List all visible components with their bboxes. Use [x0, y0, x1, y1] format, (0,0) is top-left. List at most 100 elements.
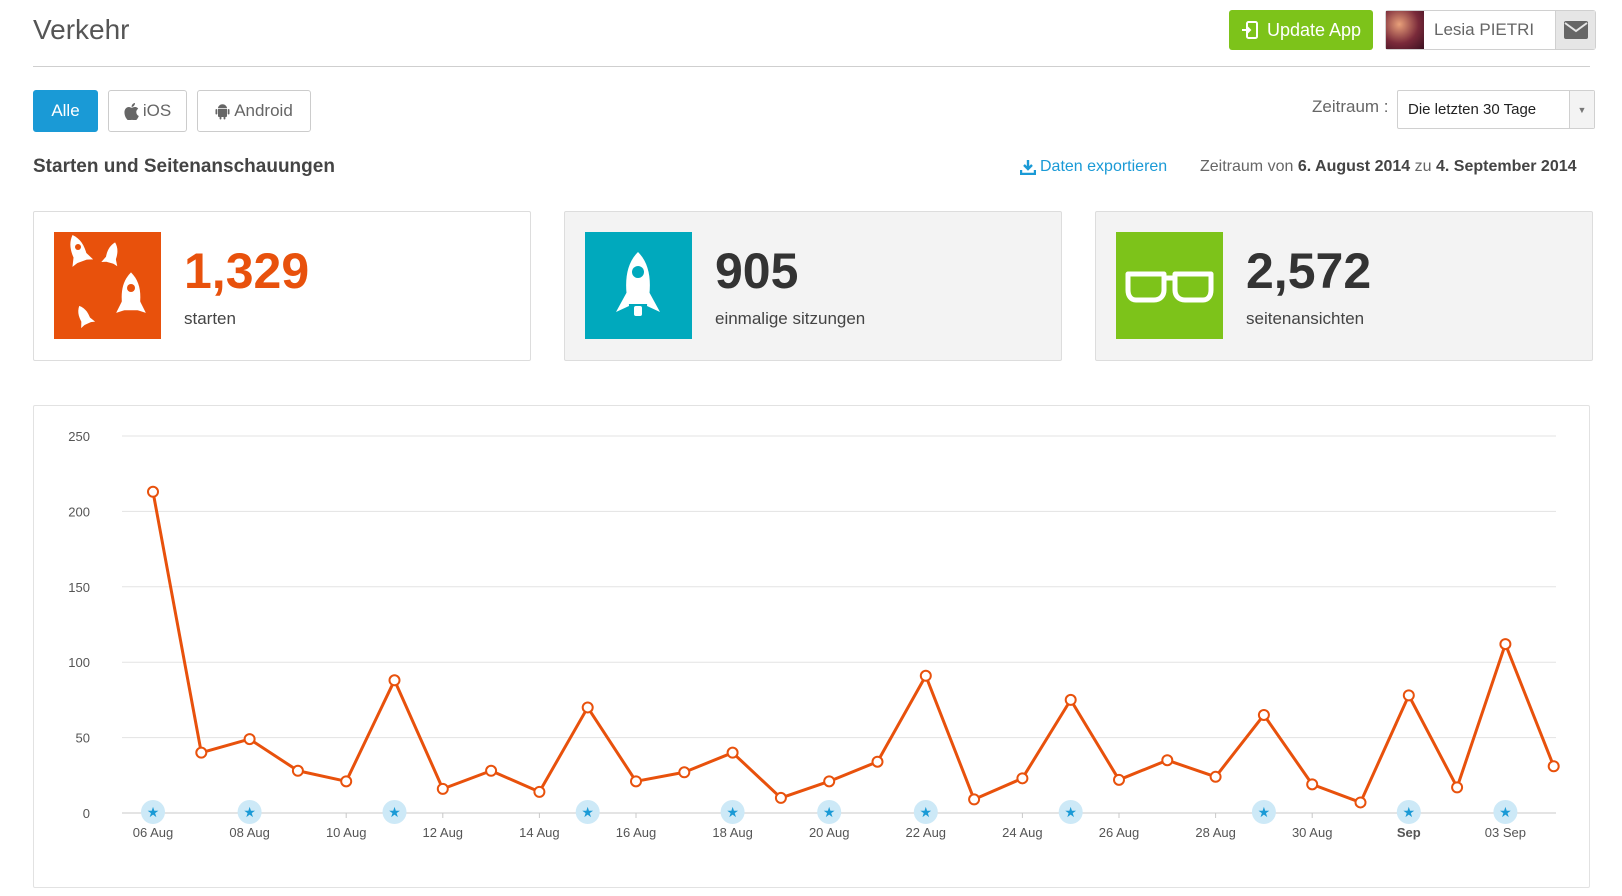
- x-tick-label: 08 Aug: [229, 825, 270, 840]
- data-point: [1499, 638, 1512, 651]
- y-tick-label: 250: [68, 429, 90, 444]
- x-tick-label: 20 Aug: [809, 825, 850, 840]
- apple-icon: [124, 102, 139, 120]
- data-point: [340, 775, 353, 788]
- device-sync-icon: [1241, 21, 1258, 39]
- stat-card-pageviews: 2,572 seitenansichten: [1095, 211, 1593, 361]
- stat-label-starts: starten: [184, 309, 236, 328]
- platform-tabs: Alle iOS Android: [33, 90, 311, 132]
- android-icon: [215, 103, 230, 119]
- star-icon: ★: [388, 805, 401, 821]
- x-tick-label: 06 Aug: [133, 825, 174, 840]
- event-marker: [817, 800, 842, 824]
- messages-button[interactable]: [1555, 11, 1595, 49]
- data-point: [436, 782, 449, 795]
- x-tick-label: 28 Aug: [1195, 825, 1236, 840]
- line-chart: 0 50 100 150 200 250 06 Aug 08 Aug 10 Aug 12 Aug 1…: [33, 405, 1590, 888]
- tab-ios[interactable]: iOS: [108, 90, 187, 132]
- tab-alle[interactable]: Alle: [33, 90, 98, 132]
- event-marker: [1396, 800, 1421, 824]
- export-data-label: Daten exportieren: [1040, 158, 1168, 175]
- x-tick-label: 30 Aug: [1292, 825, 1333, 840]
- event-marker: [720, 800, 745, 824]
- period-select-value: Die letzten 30 Tage: [1408, 101, 1537, 118]
- stat-label-sessions: einmalige sitzungen: [715, 309, 866, 328]
- export-data-link[interactable]: Daten exportieren: [1020, 158, 1167, 176]
- star-icon: ★: [1258, 805, 1271, 821]
- y-tick-label: 150: [68, 580, 90, 595]
- star-icon: ★: [243, 805, 256, 821]
- update-app-button[interactable]: Update App: [1229, 10, 1373, 50]
- event-marker: [1493, 800, 1518, 824]
- download-icon: [1020, 160, 1036, 175]
- data-point: [678, 766, 691, 779]
- stat-card-starts: 1,329 starten: [33, 211, 531, 361]
- x-tick-label: 03 Sep: [1485, 825, 1526, 840]
- data-point: [1354, 796, 1367, 809]
- page-title: Verkehr: [33, 14, 130, 45]
- period-range-text: Zeitraum von 6. August 2014 zu 4. Septem…: [1200, 158, 1577, 176]
- x-tick-label: 22 Aug: [906, 825, 947, 840]
- tab-android[interactable]: Android: [197, 90, 311, 132]
- chevron-down-icon: ▼: [1569, 91, 1594, 128]
- stat-value-starts: 1,329: [184, 243, 310, 299]
- section-title: Starten und Seitenanschauungen: [33, 156, 335, 177]
- period-end: 4. September 2014: [1435, 158, 1577, 175]
- data-point: [1402, 689, 1415, 702]
- header-divider: [33, 66, 1590, 67]
- x-tick-label: 14 Aug: [519, 825, 560, 840]
- y-tick-label: 50: [76, 731, 90, 746]
- rocket-icon: [585, 232, 692, 339]
- tab-ios-label: iOS: [142, 101, 172, 120]
- tab-android-label: Android: [234, 101, 293, 120]
- star-icon: ★: [147, 805, 160, 821]
- data-point: [1451, 781, 1464, 794]
- data-point: [630, 775, 642, 788]
- event-marker: [382, 800, 407, 824]
- star-icon: ★: [1064, 805, 1077, 821]
- event-marker: [575, 800, 600, 824]
- data-point: [1209, 770, 1222, 783]
- data-point: [388, 674, 401, 687]
- stat-card-sessions: 905 einmalige sitzungen: [564, 211, 1062, 361]
- star-icon: ★: [920, 805, 933, 821]
- data-point: [195, 746, 208, 759]
- star-icon: ★: [1499, 805, 1512, 821]
- data-point: [1161, 754, 1174, 767]
- y-tick-label: 200: [68, 504, 90, 519]
- star-icon: ★: [1403, 805, 1416, 821]
- tab-alle-label: Alle: [51, 101, 80, 120]
- x-tick-label: 18 Aug: [712, 825, 753, 840]
- y-tick-label: 100: [68, 655, 90, 670]
- data-point: [774, 791, 787, 804]
- event-marker: [913, 800, 938, 824]
- period-prefix: Zeitraum von: [1200, 158, 1294, 175]
- star-icon: ★: [581, 805, 594, 821]
- event-marker: [1058, 800, 1083, 824]
- chart-svg: 0 50 100 150 200 250 06 Aug 08 Aug 10 Aug 12 Aug 1…: [68, 429, 1560, 840]
- stat-label-pageviews: seitenansichten: [1246, 309, 1365, 328]
- data-point: [823, 775, 836, 788]
- user-name[interactable]: Lesia PIETRI: [1434, 20, 1535, 39]
- data-point: [871, 755, 884, 768]
- data-point: [291, 764, 304, 777]
- x-tick-label: 16 Aug: [616, 825, 657, 840]
- data-point: [919, 669, 932, 682]
- stat-value-sessions: 905: [715, 243, 799, 299]
- event-marker: [237, 800, 262, 824]
- period-connector: zu: [1414, 158, 1432, 175]
- x-tick-label: 12 Aug: [423, 825, 464, 840]
- avatar[interactable]: [1386, 11, 1424, 49]
- data-point: [1306, 778, 1319, 791]
- user-menu[interactable]: Lesia PIETRI: [1385, 10, 1596, 50]
- x-tick-label: 24 Aug: [1002, 825, 1043, 840]
- update-app-label: Update App: [1266, 19, 1362, 40]
- period-select[interactable]: Die letzten 30 Tage ▼: [1397, 90, 1595, 129]
- data-point: [485, 764, 498, 777]
- series-line: [151, 491, 1556, 804]
- data-point: [1257, 708, 1270, 721]
- x-tick-label: Sep: [1397, 825, 1421, 840]
- data-point: [147, 485, 159, 498]
- period-label: Zeitraum :: [1312, 97, 1389, 116]
- data-point: [1064, 693, 1077, 706]
